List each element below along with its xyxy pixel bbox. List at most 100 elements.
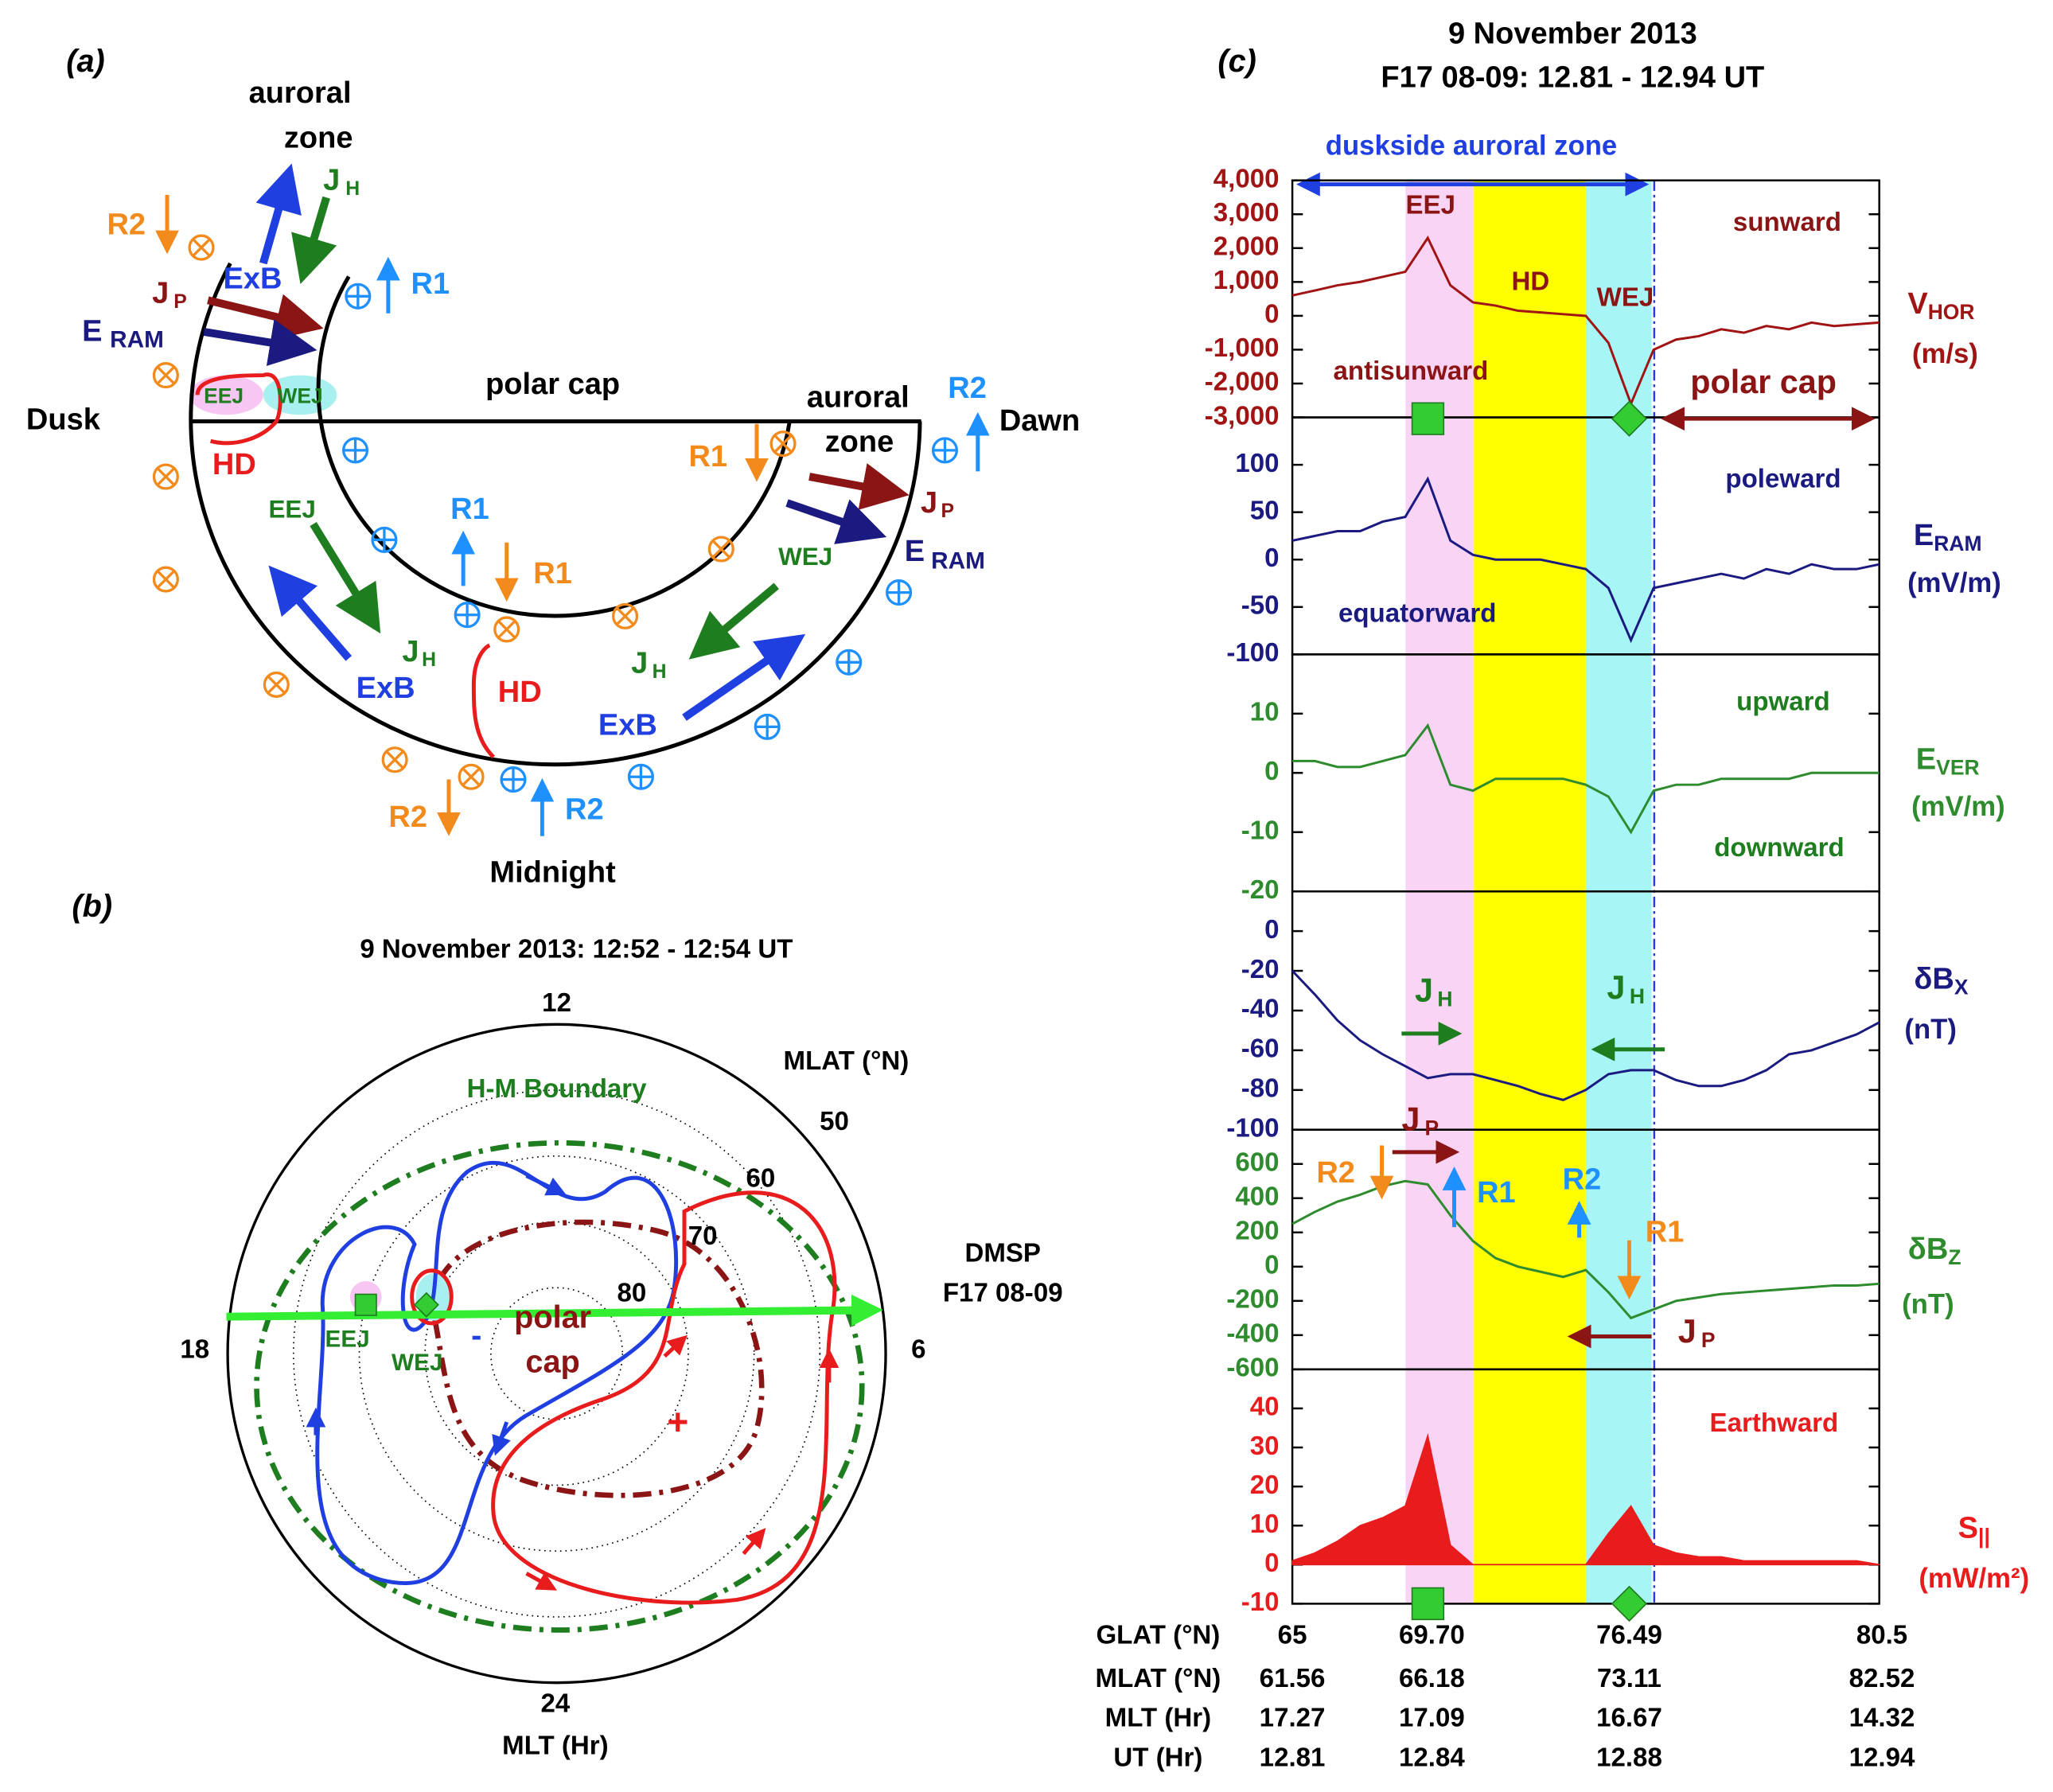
annotation: EEJ: [1405, 191, 1455, 220]
marker-diamond: [1611, 1585, 1648, 1623]
annotation: R2: [1316, 1156, 1355, 1190]
x-axis-name: MLT (Hr): [1105, 1704, 1211, 1733]
quantity-unit: (m/s): [1912, 339, 1978, 369]
quantity-name: VHOR: [1907, 287, 1974, 324]
label: cap: [525, 1345, 579, 1380]
y-tick-label: 200: [1235, 1216, 1279, 1245]
label: 60: [746, 1163, 776, 1193]
label: P: [941, 501, 954, 522]
marker-square: [354, 1293, 377, 1316]
label: DMSP: [964, 1239, 1041, 1268]
label: R1: [450, 493, 489, 526]
y-tick-label: 50: [1250, 496, 1280, 525]
quantity-name: δBZ: [1908, 1233, 1961, 1269]
label: 6: [911, 1334, 925, 1364]
label: EEJ: [268, 495, 315, 523]
annotation: HD: [1512, 267, 1550, 296]
label: H: [345, 178, 360, 200]
current-into: [769, 430, 797, 458]
quantity-symbol: δB: [1914, 963, 1954, 996]
label: 12: [542, 988, 571, 1018]
label: 9 November 2013: 12:52 - 12:54 UT: [360, 934, 793, 964]
current-into: [152, 362, 179, 389]
current-out: [933, 438, 957, 462]
current-into: [386, 750, 404, 769]
label: -: [471, 1319, 481, 1354]
x-tick-label: 82.52: [1849, 1664, 1915, 1693]
marker-diamond: [413, 1291, 439, 1318]
quantity-unit: (mV/m): [1907, 568, 2001, 598]
label: auroral: [807, 380, 910, 414]
y-tick-label: -60: [1241, 1034, 1280, 1064]
current-into: [712, 540, 730, 559]
label: HD: [498, 676, 542, 709]
label: (c): [1217, 44, 1256, 79]
label: (b): [72, 889, 112, 924]
y-tick-label: -40: [1241, 995, 1280, 1024]
annotation: J: [1607, 969, 1625, 1006]
label: EEJ: [325, 1326, 369, 1352]
current-out: [372, 528, 396, 552]
quantity-subscript: Z: [1948, 1245, 1961, 1269]
label: F17 08-09: 12.81 - 12.94 UT: [1381, 60, 1764, 94]
annotation: J: [1415, 972, 1433, 1009]
arrow: [291, 196, 337, 284]
y-tick-label: 3,000: [1213, 198, 1280, 228]
label: R1: [411, 267, 450, 301]
hd-curve: [471, 643, 495, 759]
label: J: [631, 647, 648, 680]
y-tick-label: -1,000: [1205, 333, 1280, 363]
y-tick-label: 400: [1235, 1182, 1279, 1211]
x-tick-label: 61.56: [1260, 1664, 1326, 1693]
y-tick-label: 0: [1264, 543, 1279, 573]
annotation: polar cap: [1690, 364, 1837, 400]
label: EEJ: [204, 384, 243, 408]
y-tick-label: -80: [1241, 1074, 1280, 1104]
quantity-symbol: E: [1916, 742, 1936, 776]
label: zone: [825, 426, 894, 459]
current-out: [343, 438, 368, 462]
y-tick-label: 4,000: [1213, 164, 1280, 193]
label: 18: [180, 1334, 209, 1364]
label: F17 08-09: [943, 1278, 1063, 1307]
current-into: [188, 234, 215, 261]
current-into: [707, 536, 734, 563]
flow-arrow: [663, 1334, 688, 1358]
label: (a): [66, 44, 105, 79]
label: P: [173, 291, 187, 313]
label: H: [422, 649, 436, 671]
label: H-M Boundary: [467, 1074, 648, 1104]
annotation: poleward: [1725, 465, 1841, 494]
y-tick-label: 20: [1250, 1471, 1280, 1500]
x-axis-name: MLAT (°N): [1096, 1664, 1221, 1693]
label: J: [921, 486, 937, 520]
y-tick-label: -10: [1241, 1587, 1280, 1617]
label: R1: [688, 440, 727, 473]
label: R2: [948, 372, 987, 405]
eej-region: [189, 375, 263, 415]
y-tick-label: 2,000: [1213, 232, 1280, 262]
quantity-symbol: E: [1914, 519, 1934, 552]
y-tick-label: -3,000: [1205, 401, 1280, 430]
trace: [1291, 235, 1880, 407]
annotation: Earthward: [1710, 1408, 1839, 1438]
hm-boundary: [254, 1139, 865, 1633]
label: 50: [820, 1107, 849, 1136]
y-tick-label: 10: [1250, 698, 1280, 727]
inner-boundary: [316, 275, 792, 618]
label: +: [667, 1401, 688, 1443]
label: 80: [617, 1278, 646, 1307]
current-into: [157, 467, 175, 486]
label: ExB: [598, 708, 657, 742]
current-into: [152, 463, 179, 490]
y-tick-label: 10: [1250, 1510, 1280, 1539]
x-tick-label: 65: [1278, 1620, 1307, 1650]
label: WEJ: [778, 543, 832, 571]
quantity-unit: (nT): [1902, 1290, 1954, 1320]
y-tick-label: -20: [1241, 955, 1280, 984]
label: 70: [688, 1221, 718, 1251]
x-tick-label: 66.18: [1399, 1664, 1465, 1693]
quantity-name: δBX: [1914, 963, 1969, 999]
label: R2: [107, 208, 146, 242]
annotation: P: [1701, 1328, 1716, 1352]
